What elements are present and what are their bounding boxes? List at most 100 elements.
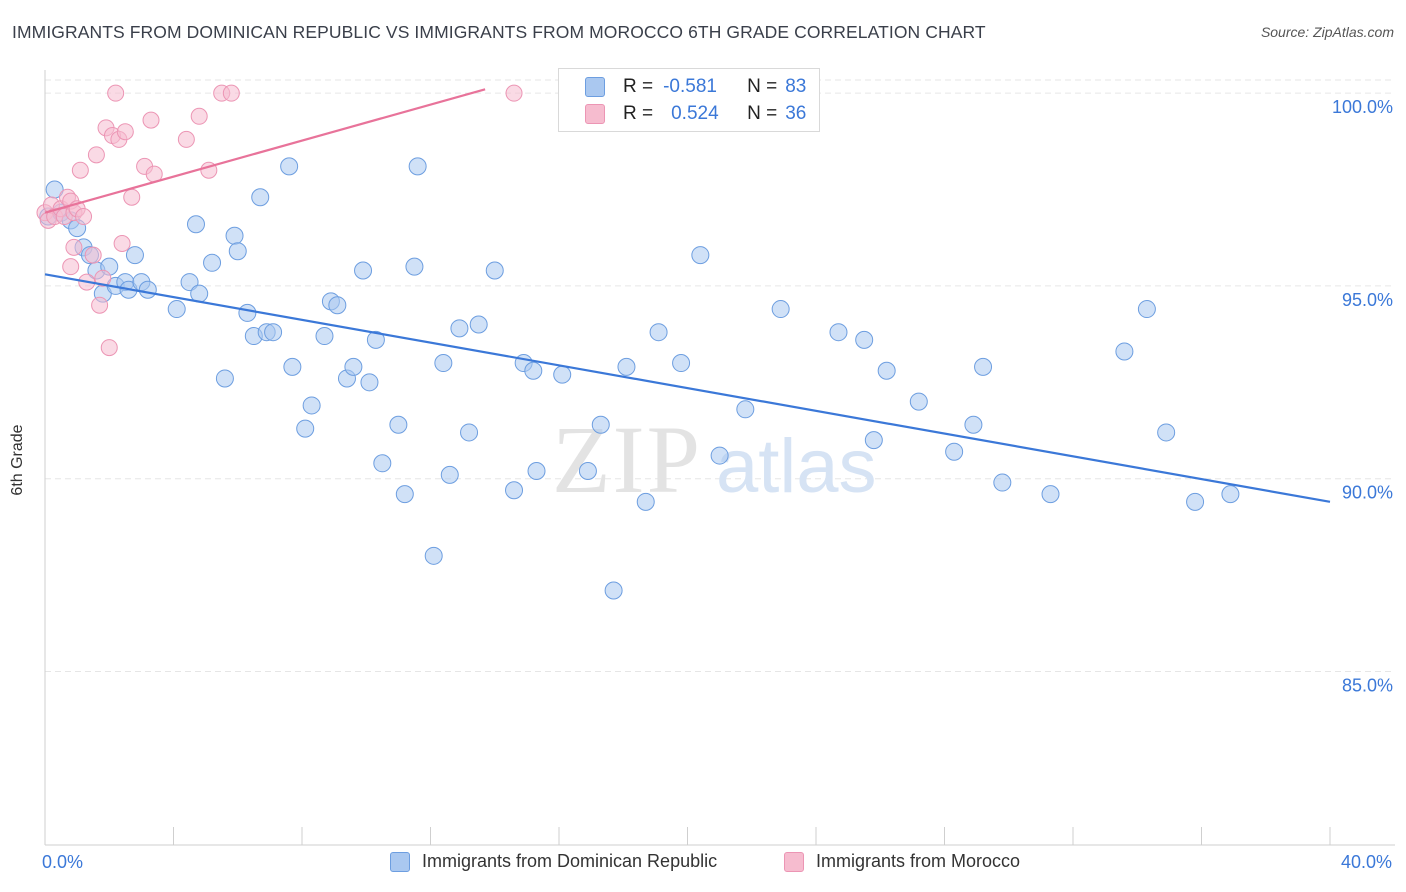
data-point	[138, 280, 157, 299]
data-point	[94, 269, 112, 287]
data-point	[505, 84, 523, 102]
data-point	[91, 296, 109, 314]
data-point	[87, 146, 105, 164]
r-label: R =	[623, 76, 654, 97]
data-point	[408, 157, 427, 176]
blue-swatch	[390, 851, 410, 872]
data-point	[296, 419, 315, 438]
data-point	[107, 84, 125, 102]
n-value: 36	[785, 103, 807, 124]
y-tick-label: 100.0%	[1332, 97, 1393, 117]
data-point	[389, 415, 408, 434]
data-point	[829, 323, 848, 342]
data-point	[1221, 485, 1240, 504]
legend-item-dominican[interactable]: Immigrants from Dominican Republic	[390, 851, 717, 872]
n-label: N =	[747, 103, 778, 124]
data-point	[945, 442, 964, 461]
data-point	[524, 361, 543, 380]
x-tick-min: 0.0%	[42, 852, 84, 872]
morocco-points	[36, 84, 523, 357]
data-point	[440, 465, 459, 484]
pink-swatch	[585, 104, 605, 124]
data-point	[553, 365, 572, 384]
data-point	[1041, 485, 1060, 504]
data-point	[485, 261, 504, 280]
data-point	[264, 323, 283, 342]
data-point	[710, 446, 729, 465]
watermark-zip: ZIP	[552, 406, 702, 513]
data-point	[280, 157, 299, 176]
data-point	[864, 431, 883, 450]
n-label: N =	[747, 76, 778, 97]
data-point	[65, 238, 83, 256]
data-point	[302, 396, 321, 415]
y-tick-label: 95.0%	[1342, 290, 1393, 310]
data-point	[75, 208, 93, 226]
legend-row-morocco: R = 0.524 N = 36	[585, 101, 806, 127]
x-tick-max: 40.0%	[1340, 852, 1392, 872]
pink-swatch	[784, 851, 804, 872]
data-point	[203, 253, 222, 272]
data-point	[424, 546, 443, 565]
data-point	[354, 261, 373, 280]
correlation-legend: R = -0.581 N = 83 R = 0.524 N = 36	[558, 68, 820, 132]
legend-item-morocco[interactable]: Immigrants from Morocco	[784, 851, 1020, 872]
data-point	[1115, 342, 1134, 361]
y-tick-label: 85.0%	[1342, 675, 1393, 695]
data-point	[71, 161, 89, 179]
data-point	[366, 330, 385, 349]
data-point	[180, 273, 199, 292]
data-point	[113, 235, 131, 253]
data-point	[395, 485, 414, 504]
data-point	[1157, 423, 1176, 442]
data-point	[604, 581, 623, 600]
data-point	[505, 481, 524, 500]
watermark: ZIP atlas	[552, 406, 877, 513]
data-point	[251, 188, 270, 207]
data-point	[125, 246, 144, 265]
data-point	[190, 107, 208, 125]
trend-line-dominican	[44, 273, 1331, 503]
data-point	[691, 246, 710, 265]
data-point	[283, 357, 302, 376]
r-label: R =	[623, 103, 654, 124]
data-point	[617, 357, 636, 376]
legend-row-dominican: R = -0.581 N = 83	[585, 74, 806, 100]
data-point	[228, 242, 247, 261]
data-point	[578, 461, 597, 480]
r-value: 0.524	[671, 103, 719, 124]
data-point	[649, 323, 668, 342]
data-point	[993, 473, 1012, 492]
data-point	[360, 373, 379, 392]
trend-lines	[44, 88, 1331, 503]
chart-title: IMMIGRANTS FROM DOMINICAN REPUBLIC VS IM…	[12, 22, 986, 42]
data-point	[328, 296, 347, 315]
data-point	[373, 454, 392, 473]
blue-swatch	[585, 77, 605, 97]
data-point	[591, 415, 610, 434]
data-point	[215, 369, 234, 388]
data-point	[909, 392, 928, 411]
dominican-points	[39, 157, 1240, 600]
data-point	[222, 84, 240, 102]
data-point	[344, 357, 363, 376]
legend-label-morocco: Immigrants from Morocco	[816, 851, 1021, 871]
data-point	[974, 357, 993, 376]
data-point	[636, 492, 655, 511]
y-tick-labels: 85.0% 90.0% 95.0% 100.0%	[1332, 97, 1393, 695]
data-point	[771, 300, 790, 319]
data-point	[877, 361, 896, 380]
y-tick-label: 90.0%	[1342, 483, 1393, 503]
data-point	[186, 215, 205, 234]
data-point	[123, 188, 141, 206]
data-point	[736, 400, 755, 419]
source-credit: Source: ZipAtlas.com	[1260, 24, 1394, 40]
data-point	[964, 415, 983, 434]
data-point	[315, 327, 334, 346]
data-point	[855, 330, 874, 349]
data-point	[405, 257, 424, 276]
trend-line-morocco	[44, 88, 486, 214]
data-point	[434, 354, 453, 373]
data-point	[225, 226, 244, 245]
